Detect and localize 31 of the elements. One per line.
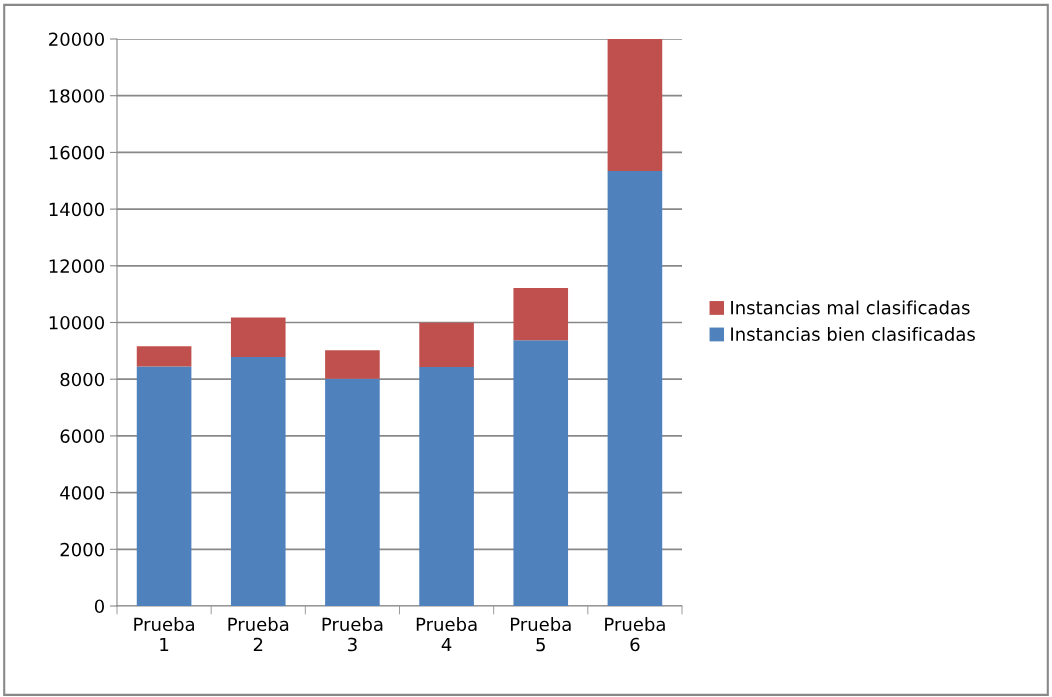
y-tick-label: 0 [94, 599, 104, 614]
bar [136, 346, 192, 367]
bar [230, 357, 286, 606]
bar [513, 287, 569, 341]
bar [419, 367, 474, 606]
bar [607, 39, 663, 172]
x-tick-label: Prueba 6 [605, 617, 665, 652]
y-tick-label: 18000 [49, 89, 104, 103]
y-tick-label: 14000 [49, 202, 104, 217]
bar [325, 378, 380, 606]
y-tick-label: 2000 [60, 542, 104, 557]
bar [136, 366, 192, 606]
bar [607, 171, 663, 606]
x-tick-label: Prueba 5 [510, 617, 571, 652]
x-tick-label: Prueba 2 [228, 617, 289, 652]
bar [325, 350, 380, 379]
legend-label: Instancias bien clasificadas [731, 327, 975, 341]
legend-label: Instancias mal clasificadas [731, 300, 970, 315]
bar [419, 322, 474, 368]
y-tick-label: 6000 [60, 429, 104, 444]
y-tick-label: 4000 [60, 486, 104, 500]
y-tick-label: 10000 [49, 315, 104, 330]
x-tick-label: Prueba 4 [416, 617, 477, 652]
y-tick-label: 8000 [60, 372, 104, 387]
x-tick-label: Prueba 1 [134, 617, 194, 652]
x-tick-label: Prueba 3 [322, 617, 383, 652]
bar [513, 340, 569, 606]
y-tick-label: 16000 [49, 145, 104, 160]
y-tick-label: 12000 [49, 259, 104, 273]
bar [230, 317, 286, 358]
y-tick-label: 20000 [49, 32, 104, 47]
